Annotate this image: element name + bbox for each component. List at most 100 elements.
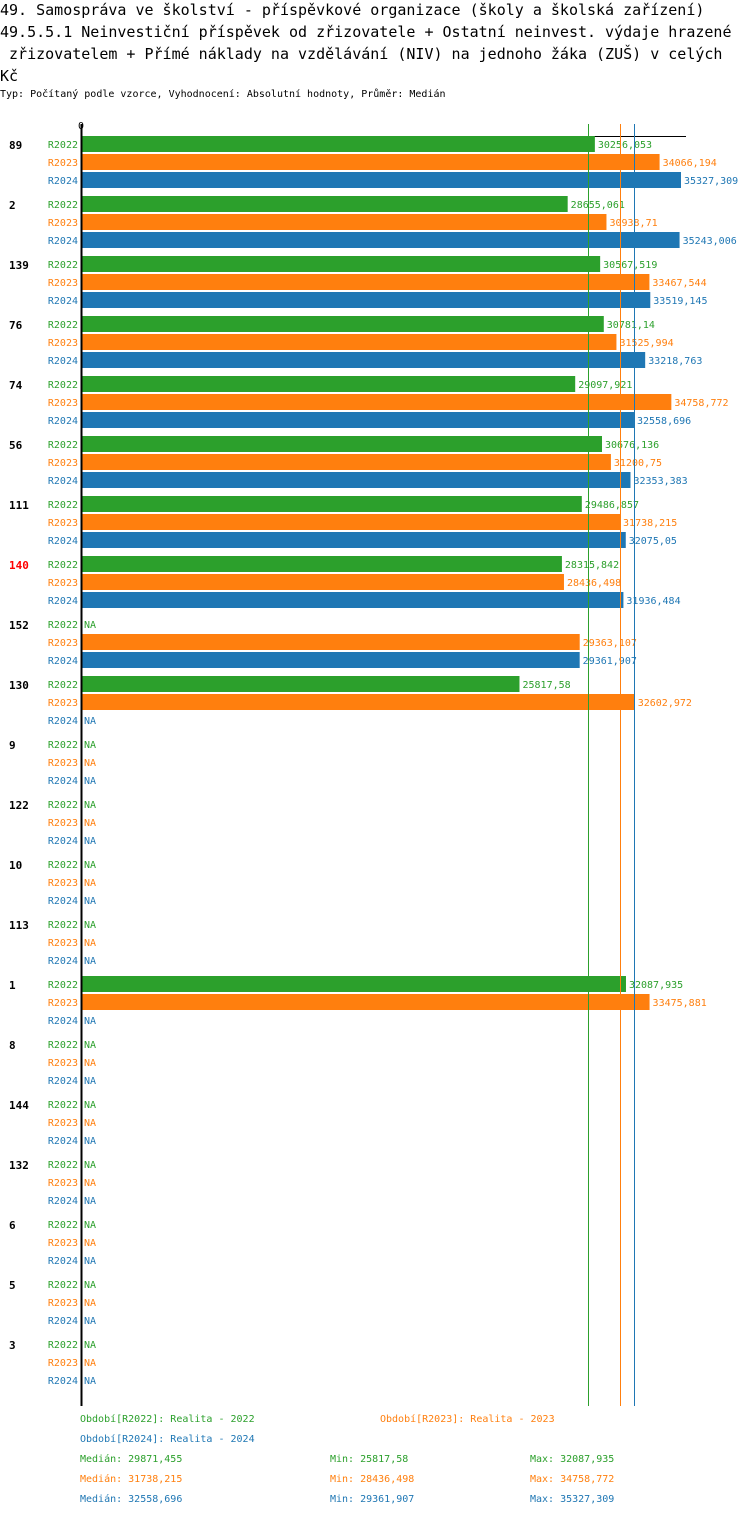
data-label: 33467,544: [652, 278, 706, 289]
bar: [81, 172, 681, 188]
data-label: NA: [84, 1256, 96, 1267]
bar: [81, 592, 624, 608]
data-label: NA: [84, 1238, 96, 1249]
chart-title-line-4: Kč: [0, 67, 19, 85]
bar: [81, 436, 603, 452]
legend-period-r2022: Období[R2022]: Realita - 2022: [80, 1413, 255, 1425]
legend-stat: Min: 29361,907: [330, 1494, 414, 1505]
series-label: R2024: [48, 716, 78, 727]
category-label: 89: [9, 139, 22, 152]
data-label: NA: [84, 818, 96, 829]
series-label: R2022: [48, 1040, 78, 1051]
data-label: NA: [84, 1076, 96, 1087]
data-label: 30567,519: [603, 260, 657, 271]
series-label: R2024: [48, 896, 78, 907]
data-label: 28315,842: [565, 560, 619, 571]
data-label: NA: [84, 1040, 96, 1051]
series-label: R2023: [48, 158, 78, 169]
category-label: 2: [9, 199, 16, 212]
bar: [81, 232, 680, 248]
legend-stat: Min: 25817,58: [330, 1454, 408, 1465]
series-label: R2023: [48, 1298, 78, 1309]
series-label: R2023: [48, 578, 78, 589]
bar: [81, 634, 580, 650]
category-label: 140: [9, 559, 29, 572]
series-label: R2024: [48, 476, 78, 487]
series-label: R2023: [48, 1118, 78, 1129]
data-label: NA: [84, 1058, 96, 1069]
data-label: 31200,75: [614, 458, 662, 469]
series-label: R2022: [48, 140, 78, 151]
series-label: R2022: [48, 560, 78, 571]
data-label: NA: [84, 860, 96, 871]
category-label: 132: [9, 1159, 29, 1172]
data-label: 29486,857: [585, 500, 639, 511]
data-label: 31525,994: [619, 338, 673, 349]
bar: [81, 676, 520, 692]
bar: [81, 556, 562, 572]
bar: [81, 394, 672, 410]
series-label: R2022: [48, 980, 78, 991]
series-label: R2024: [48, 1316, 78, 1327]
category-label: 3: [9, 1339, 16, 1352]
data-label: NA: [84, 716, 96, 727]
data-label: 28436,498: [567, 578, 621, 589]
data-label: NA: [84, 758, 96, 769]
series-label: R2022: [48, 1220, 78, 1231]
series-label: R2023: [48, 458, 78, 469]
bar: [81, 694, 635, 710]
series-label: R2022: [48, 380, 78, 391]
series-label: R2024: [48, 1376, 78, 1387]
bar: [81, 412, 634, 428]
series-label: R2023: [48, 278, 78, 289]
data-label: 32087,935: [629, 980, 683, 991]
data-label: NA: [84, 896, 96, 907]
category-label: 152: [9, 619, 29, 632]
data-label: NA: [84, 1340, 96, 1351]
data-label: NA: [84, 920, 96, 931]
series-label: R2022: [48, 740, 78, 751]
bar: [81, 334, 617, 350]
series-label: R2023: [48, 1178, 78, 1189]
data-label: 33218,763: [648, 356, 702, 367]
series-label: R2023: [48, 698, 78, 709]
bar: [81, 496, 582, 512]
series-label: R2022: [48, 500, 78, 511]
series-label: R2022: [48, 440, 78, 451]
data-label: 30256,053: [598, 140, 652, 151]
data-label: NA: [84, 938, 96, 949]
category-label: 74: [9, 379, 23, 392]
series-label: R2024: [48, 356, 78, 367]
legend-stat: Medián: 29871,455: [80, 1453, 182, 1465]
bar: [81, 454, 611, 470]
data-label: 29361,907: [583, 656, 637, 667]
chart-title-line-2: 49.5.5.1 Neinvestiční příspěvek od zřizo…: [0, 23, 732, 41]
series-label: R2022: [48, 200, 78, 211]
category-label: 10: [9, 859, 22, 872]
bar: [81, 652, 580, 668]
legend-stat: Max: 32087,935: [530, 1454, 614, 1465]
series-label: R2024: [48, 416, 78, 427]
category-label: 144: [9, 1099, 29, 1112]
series-label: R2024: [48, 1256, 78, 1267]
category-label: 130: [9, 679, 29, 692]
bar: [81, 994, 650, 1010]
data-label: NA: [84, 620, 96, 631]
legend-stat: Max: 34758,772: [530, 1474, 614, 1485]
chart-subtitle: Typ: Počítaný podle vzorce, Vyhodnocení:…: [0, 89, 446, 100]
bar: [81, 136, 595, 152]
series-label: R2023: [48, 878, 78, 889]
data-label: 25817,58: [522, 680, 570, 691]
series-label: R2024: [48, 836, 78, 847]
series-label: R2024: [48, 776, 78, 787]
series-label: R2022: [48, 620, 78, 631]
category-label: 111: [9, 499, 29, 512]
category-label: 122: [9, 799, 29, 812]
data-label: 32075,05: [629, 536, 677, 547]
data-label: NA: [84, 740, 96, 751]
data-label: NA: [84, 1280, 96, 1291]
series-label: R2022: [48, 260, 78, 271]
category-label: 76: [9, 319, 23, 332]
series-label: R2022: [48, 1160, 78, 1171]
series-label: R2022: [48, 680, 78, 691]
